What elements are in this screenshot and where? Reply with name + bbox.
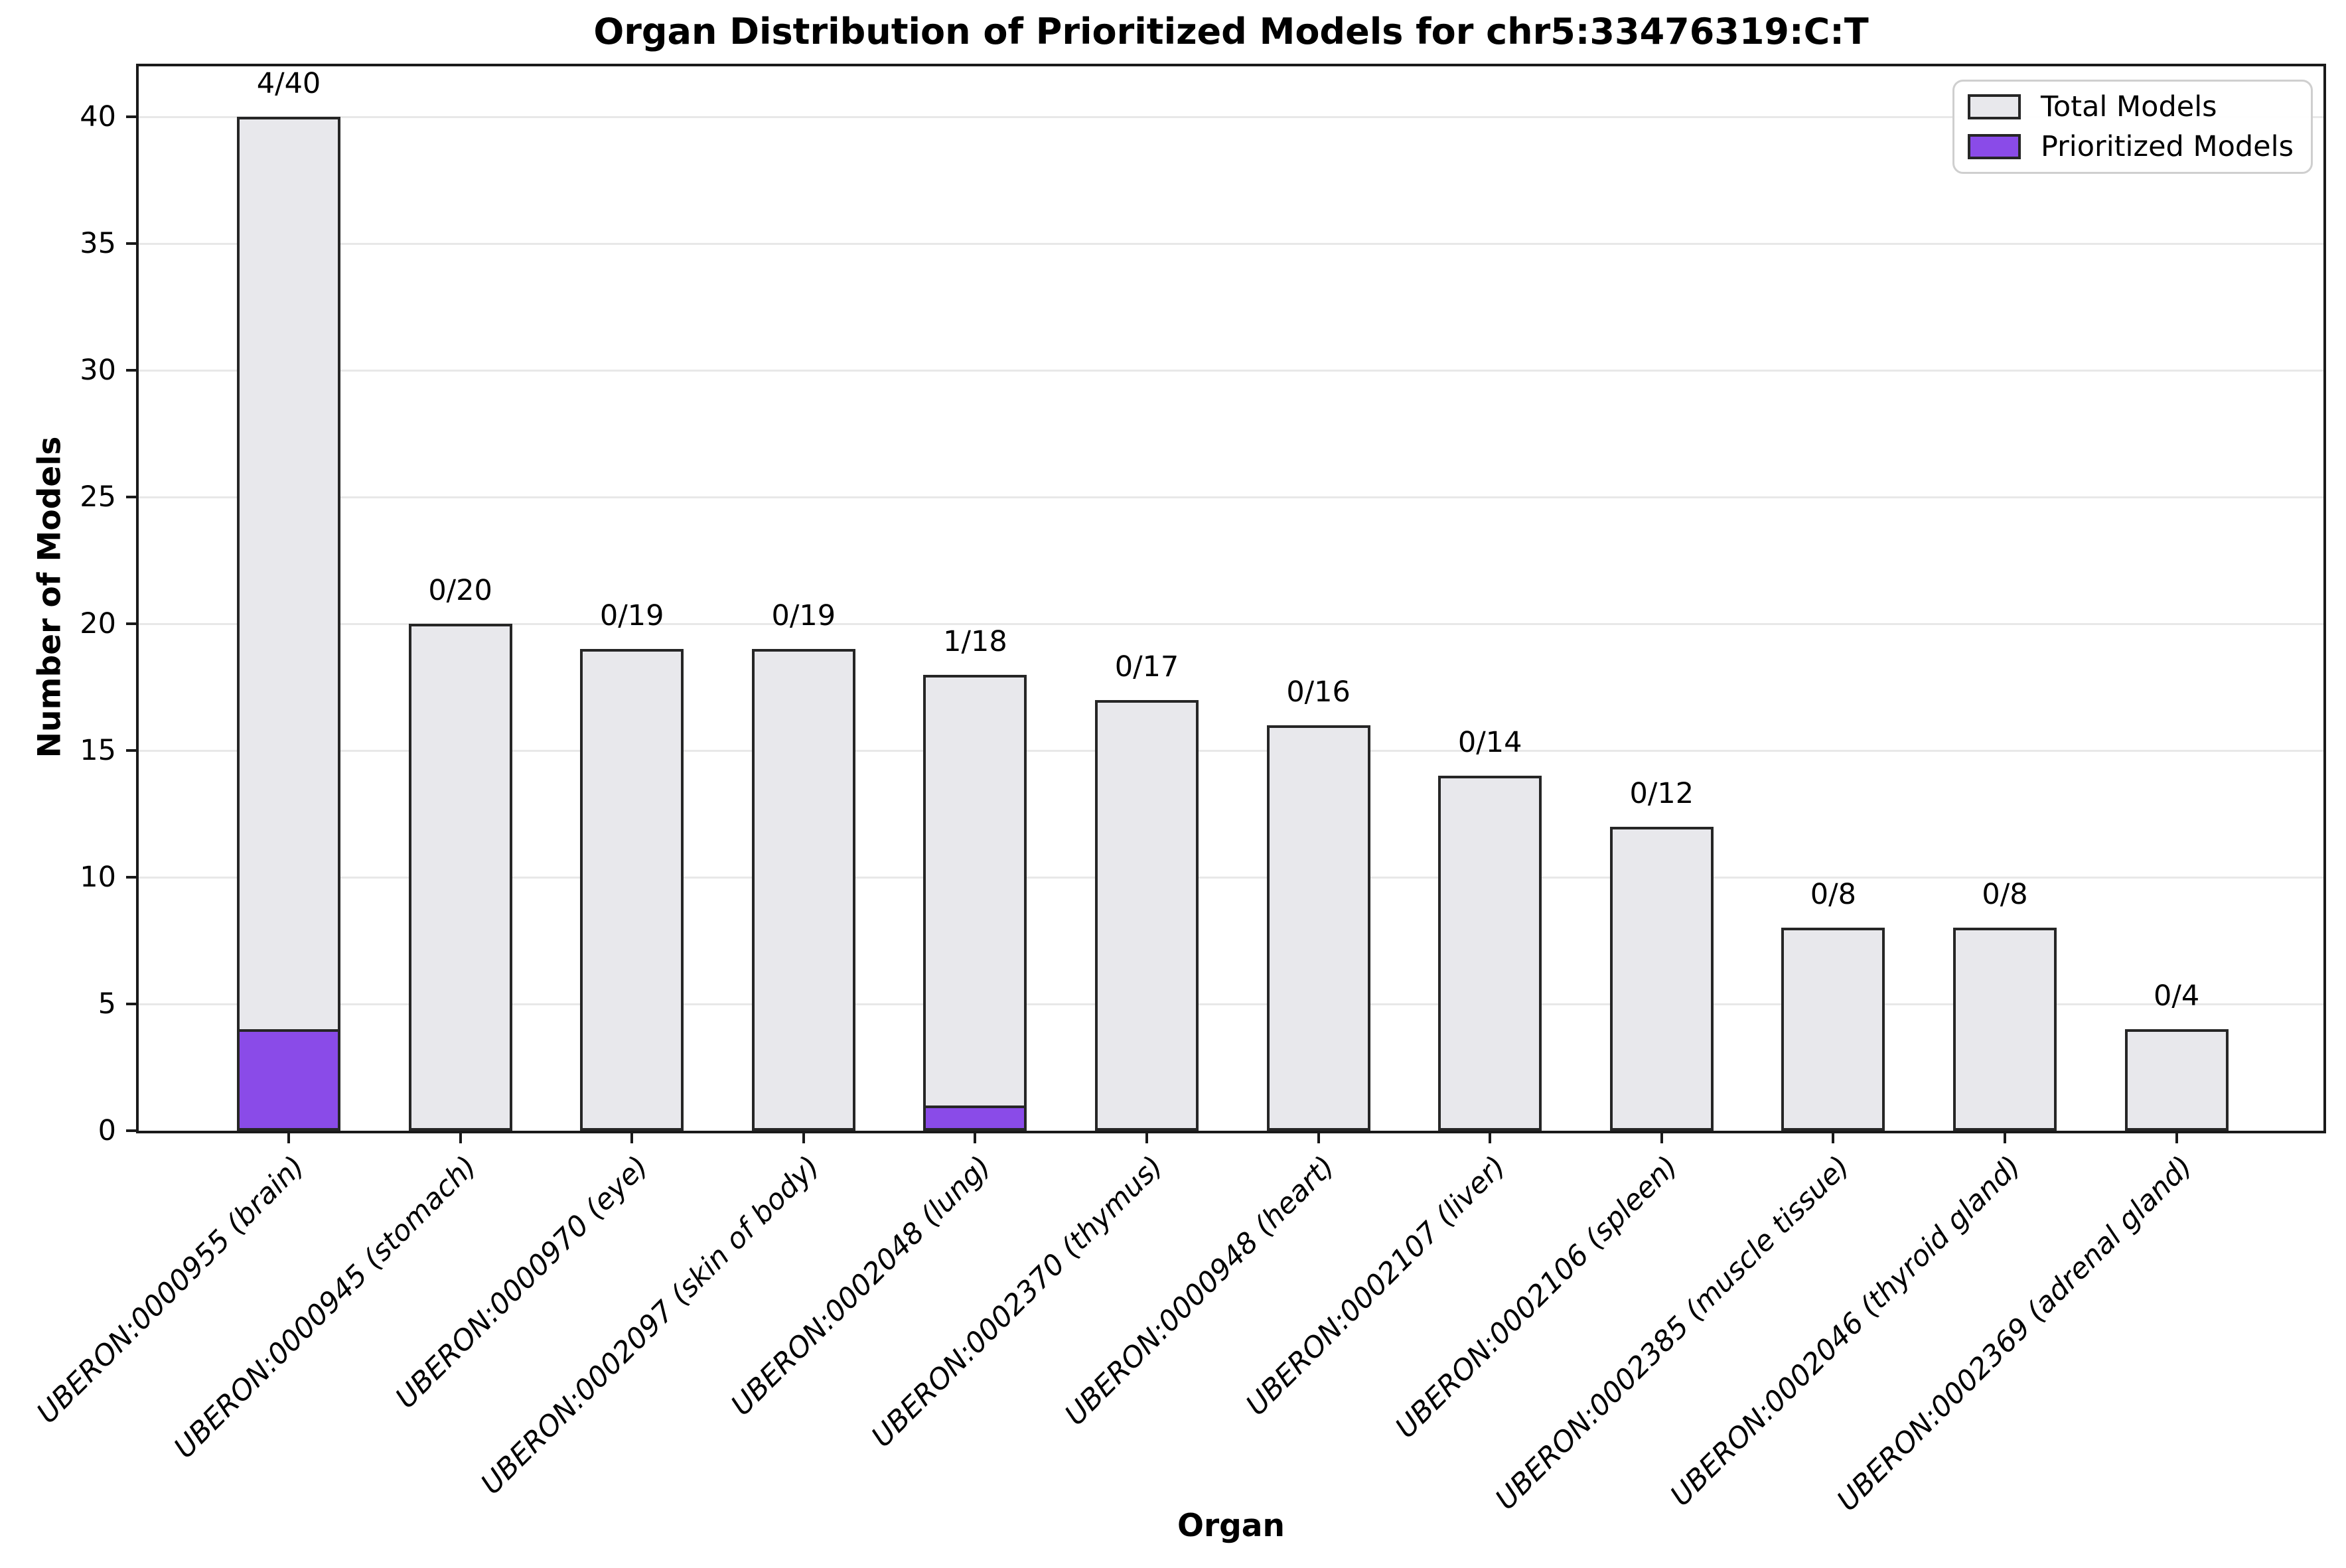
legend-swatch-prioritized-models: [1967, 134, 2021, 159]
legend-item-prioritized: Prioritized Models: [1967, 129, 2294, 164]
bar-total: [1266, 725, 1370, 1131]
x-tick: [2004, 1133, 2006, 1143]
legend-label-total-models: Total Models: [2040, 90, 2217, 123]
bar-total: [1953, 928, 2057, 1131]
bar-total: [1609, 826, 1714, 1131]
x-axis-label: Organ: [1177, 1508, 1285, 1544]
y-tick: [126, 622, 136, 626]
y-tick-label: 5: [98, 987, 116, 1021]
gridline: [139, 876, 2323, 879]
chart-title: Organ Distribution of Prioritized Models…: [593, 11, 1869, 52]
gridline: [139, 1003, 2323, 1005]
bar-annotation: 0/19: [771, 599, 836, 633]
y-tick: [126, 1003, 136, 1006]
y-tick-label: 40: [80, 100, 116, 134]
x-tick: [1660, 1133, 1663, 1143]
bar-annotation: 0/20: [428, 574, 492, 608]
gridline: [139, 496, 2323, 498]
bar-total: [408, 624, 512, 1131]
gridline: [139, 369, 2323, 372]
gridline: [139, 749, 2323, 752]
y-tick-label: 20: [80, 607, 116, 641]
bar-total: [751, 649, 855, 1131]
bar-total: [1095, 699, 1199, 1131]
y-tick-label: 30: [80, 354, 116, 388]
bar-annotation: 0/14: [1457, 726, 1522, 760]
y-tick-label: 0: [98, 1114, 116, 1147]
bar-prioritized: [923, 1105, 1027, 1131]
y-tick-label: 15: [80, 734, 116, 768]
y-tick: [126, 115, 136, 119]
bar-total: [580, 649, 684, 1131]
gridline: [139, 242, 2323, 245]
x-tick: [1832, 1133, 1835, 1143]
x-tick: [802, 1133, 805, 1143]
x-tick: [1317, 1133, 1320, 1143]
bar-annotation: 0/8: [1810, 878, 1856, 912]
bar-annotation: 0/16: [1286, 675, 1351, 709]
y-tick: [126, 876, 136, 879]
bar-annotation: 0/8: [1982, 878, 2028, 912]
x-tick: [459, 1133, 462, 1143]
y-tick-label: 10: [80, 861, 116, 894]
x-tick: [974, 1133, 977, 1143]
y-tick: [126, 369, 136, 372]
bar-total: [1781, 928, 1885, 1131]
x-tick: [630, 1133, 634, 1143]
x-tick: [1489, 1133, 1492, 1143]
bar-annotation: 0/4: [2153, 979, 2200, 1013]
legend-item-total: Total Models: [1967, 90, 2294, 124]
y-tick-label: 25: [80, 480, 116, 514]
bar-total: [2124, 1029, 2229, 1131]
bar-annotation: 1/18: [943, 624, 1007, 658]
x-tick: [2175, 1133, 2178, 1143]
x-tick: [1145, 1133, 1148, 1143]
legend-label-prioritized-models: Prioritized Models: [2040, 130, 2294, 163]
y-tick-label: 35: [80, 227, 116, 261]
bar-total: [1438, 776, 1542, 1131]
y-tick: [126, 749, 136, 752]
bar-total: [237, 117, 340, 1131]
legend-swatch-total-models: [1967, 94, 2021, 119]
bar-annotation: 4/40: [256, 67, 321, 101]
plot-area: 4/40 0/20 0/19 0/19 1/18 0/17 0/16 0/14 0/12 0/8 0…: [136, 64, 2326, 1133]
y-tick: [126, 496, 136, 499]
legend: Total Models Prioritized Models: [1952, 80, 2313, 174]
bar-annotation: 0/17: [1114, 650, 1179, 683]
gridline: [139, 622, 2323, 625]
bar-prioritized: [237, 1029, 340, 1131]
bar-annotation: 0/19: [599, 599, 664, 633]
bar-annotation: 0/12: [1629, 776, 1694, 810]
y-tick: [126, 1129, 136, 1132]
gridline: [139, 115, 2323, 118]
x-tick: [287, 1133, 290, 1143]
bar-total: [923, 674, 1027, 1131]
y-tick: [126, 242, 136, 246]
